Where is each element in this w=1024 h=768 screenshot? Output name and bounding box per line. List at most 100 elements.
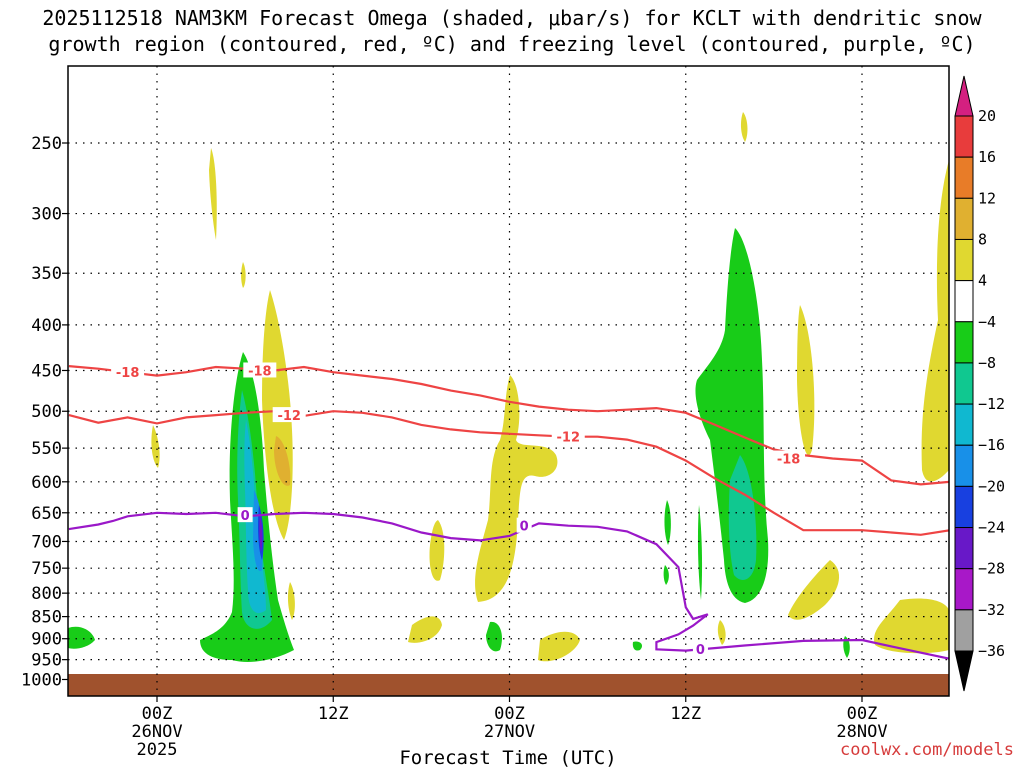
x-tick-label: 26NOV (131, 722, 182, 742)
omega-blob (728, 455, 757, 580)
contour-labels: -18 -18 -18 -12 -12 0 0 0 (111, 362, 806, 658)
y-tick-label: 550 (31, 439, 62, 459)
omega-blob (874, 598, 949, 654)
omega-blob (151, 425, 160, 468)
colorbar-segment (954, 115, 974, 158)
colorbar-segment (954, 362, 974, 405)
omega-blob (740, 112, 748, 142)
colorbar-label: 16 (978, 148, 996, 166)
contour-label-bg (111, 364, 145, 380)
contour-label-bg (516, 517, 532, 533)
omega-blob (843, 636, 850, 658)
x-tick-label: 12Z (670, 704, 701, 724)
y-tick-label: 650 (31, 504, 62, 524)
y-tick-label: 950 (31, 651, 62, 671)
y-tick-label: 700 (31, 532, 62, 552)
omega-blob (697, 505, 703, 600)
y-tick-label: 450 (31, 361, 62, 381)
colorbar-label: −4 (978, 313, 996, 331)
plot-frame (67, 65, 950, 697)
omega-blob (408, 616, 442, 643)
colorbar-label: 8 (978, 230, 987, 248)
contour-label: 0 (520, 520, 529, 535)
y-axis-tick-labels: 2503003504004505005506006507007508008509… (21, 134, 68, 690)
contour-label: -12 (557, 431, 581, 446)
omega-blob (68, 626, 95, 649)
colorbar-segment (954, 609, 974, 652)
omega-blob (241, 262, 246, 288)
contour-label: 0 (696, 643, 705, 658)
y-tick-label: 600 (31, 473, 62, 493)
omega-blob (788, 560, 840, 620)
y-tick-label: 250 (31, 134, 62, 154)
omega-blob (664, 500, 671, 545)
omega-blob (921, 160, 949, 482)
contour-label-bg (243, 362, 277, 378)
y-tick-label: 500 (31, 402, 62, 422)
colorbar-cap-bottom (954, 650, 974, 692)
x-tick-label: 27NOV (484, 722, 535, 742)
contour-label-bg (237, 507, 253, 523)
contour-label: -18 (777, 453, 801, 468)
x-tick-label: 28NOV (836, 722, 887, 742)
gridlines (68, 66, 949, 696)
omega-blob (632, 641, 643, 651)
y-tick-label: 800 (31, 584, 62, 604)
y-tick-label: 900 (31, 630, 62, 650)
contour-label-bg (692, 640, 708, 656)
y-tick-label: 850 (31, 608, 62, 628)
omega-shading (68, 112, 949, 696)
omega-blob (538, 631, 580, 662)
omega-blob (287, 582, 295, 620)
colorbar-segment (954, 238, 974, 282)
y-tick-label: 300 (31, 205, 62, 225)
colorbar-label: 4 (978, 272, 987, 290)
y-tick-label: 350 (31, 264, 62, 284)
contour-label: -18 (116, 366, 140, 381)
contour-label: -18 (248, 364, 272, 379)
colorbar-label: −32 (978, 601, 1005, 619)
colorbar-cap-top (954, 75, 974, 117)
colorbar-label: −24 (978, 519, 1005, 537)
y-tick-label: 750 (31, 559, 62, 579)
omega-blob (429, 520, 445, 581)
colorbar-segment (954, 444, 974, 487)
contour-label-bg (772, 450, 806, 466)
terrain-fill (68, 674, 949, 696)
colorbar-segment (954, 280, 974, 323)
colorbar-label: −16 (978, 436, 1005, 454)
colorbar-segment (954, 197, 974, 240)
omega-blob (259, 515, 263, 552)
x-tick-label: 2025 (137, 740, 178, 760)
colorbar-label: −12 (978, 395, 1005, 413)
colorbar-label: −8 (978, 354, 996, 372)
colorbar-segment (954, 568, 974, 611)
omega-blob (209, 148, 217, 240)
credit-watermark: coolwx.com/models (840, 740, 1014, 760)
contour-label-bg (272, 407, 306, 423)
y-tick-label: 1000 (21, 670, 62, 690)
x-tick-label: 00Z (494, 704, 525, 724)
colorbar-label: −20 (978, 477, 1005, 495)
omega-blob (475, 375, 558, 602)
x-tick-label: 00Z (142, 704, 173, 724)
chart-title-line2: growth region (contoured, red, ºC) and f… (48, 32, 976, 56)
colorbar-label: −36 (978, 642, 1005, 660)
colorbar-label: 12 (978, 189, 996, 207)
omega-blob (797, 305, 815, 456)
chart-title-line1: 2025112518 NAM3KM Forecast Omega (shaded… (42, 6, 982, 30)
x-axis-label: Forecast Time (UTC) (399, 747, 616, 768)
contour-line (68, 410, 949, 536)
colorbar: 20 16 12 8 4 −4 −8 −12 −16 −20 −24 −28 −32 −36 (954, 75, 1005, 692)
x-tick-label: 12Z (318, 704, 349, 724)
colorbar-segment (954, 485, 974, 529)
colorbar-label: 20 (978, 107, 996, 125)
colorbar-segment (954, 527, 974, 570)
omega-blob (663, 565, 669, 585)
colorbar-segment (954, 403, 974, 446)
omega-blob (717, 620, 726, 645)
y-tick-label: 400 (31, 316, 62, 336)
colorbar-label: −28 (978, 560, 1005, 578)
